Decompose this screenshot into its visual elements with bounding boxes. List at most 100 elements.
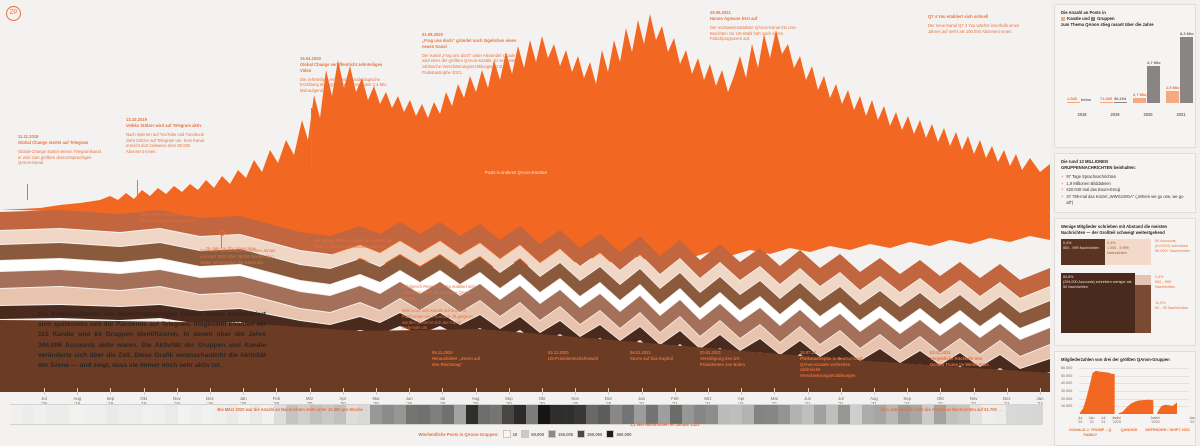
- axis-tick: [642, 388, 643, 395]
- sm-x-label: Jan'22: [1189, 416, 1195, 425]
- heatstrip-cell: [778, 405, 791, 424]
- annotation-biden: 20.01.2021 Vereidigung des US-Präsidente…: [700, 350, 752, 371]
- sm-x-label: Jul'20: [1116, 416, 1121, 425]
- legend-swatch: [503, 430, 511, 438]
- axis-tick: [276, 388, 277, 395]
- bar-value-label: 4,7 Mio: [1147, 60, 1161, 65]
- bar-kanäle: [1166, 91, 1179, 103]
- heatstrip-cell: [502, 405, 515, 424]
- annotation-capitol: 06.01.2021 Sturm auf das Kapitol: [630, 350, 680, 365]
- legend-item: 250.000: [577, 430, 602, 438]
- sm-y-label: 40.000: [1061, 381, 1072, 385]
- sm-y-label: 50.000: [1061, 374, 1072, 378]
- heatstrip-cell: [418, 405, 431, 424]
- axis-tick: [808, 388, 809, 395]
- treemap-cell: 0,4%1.000 - 9.999 Nachrichten: [1105, 239, 1151, 265]
- bar-x-label: 2021: [1176, 112, 1185, 117]
- callout-each-color: Jede Farbe zeigt die Anzahl täglicher Po…: [140, 212, 214, 224]
- card-group-messages: Die rund 13 MILLIONEN GRUPPENNACHRICHTEN…: [1054, 153, 1196, 213]
- heatstrip-cell: [586, 405, 599, 424]
- axis-tick: [442, 388, 443, 395]
- sm-y-label: 20.000: [1061, 397, 1072, 401]
- sm-x-label: Jan'21: [1089, 416, 1095, 425]
- heatstrip-cell: [454, 405, 467, 424]
- annotation-2020-09-01: 01.09.2020 „Frag uns doch“ gründet nach …: [422, 32, 518, 76]
- bar-x-label: 2020: [1143, 112, 1152, 117]
- heatstrip-cell: [730, 405, 743, 424]
- bar-kanäle: [1133, 98, 1146, 104]
- bar-value-label: 8,3 Mio: [1180, 31, 1194, 36]
- heatstrip-cell: [154, 405, 167, 424]
- sm-y-label: 60.000: [1061, 366, 1072, 370]
- heatstrip-cell: [430, 405, 443, 424]
- bar-gruppen: [1114, 102, 1127, 103]
- sm-x-label: Jul'21: [1101, 416, 1106, 425]
- annotation-2019-10-13: 13.10.2019 Veikko Stölzer wird auf Teleg…: [126, 117, 210, 155]
- treemap-cell: [1135, 275, 1151, 285]
- legend-swatch: [577, 430, 585, 438]
- axis-tick: [476, 388, 477, 395]
- heatstrip-cell: [142, 405, 155, 424]
- messages-bullet-list: +97 Tage Sprachnachrichten+1,9 Millionen…: [1061, 174, 1189, 207]
- annotation-us-election: 03.11.2020 US-Präsidentschaftswahl: [548, 350, 602, 365]
- heatstrip-note-left: Bis März 2020 war die Anzahl an Nachrich…: [188, 407, 368, 413]
- annotation-2020-04-15: 15.04.2020 Global Change veröffentlicht …: [300, 56, 392, 94]
- treemap-cell-label: 500 - 999 Nachrichten: [1063, 246, 1103, 251]
- bar-kanäle: [1067, 102, 1080, 103]
- sm-panel-name: DEFENDER / SHIFT 2021: [1143, 428, 1192, 433]
- bar-kanäle: [1100, 102, 1113, 103]
- card-group-membership: Mitgliederzahlen von drei der größten QA…: [1054, 351, 1196, 446]
- bullet-item: +37.795-mal das Kürzel „WWG1WGA“ („Where…: [1061, 194, 1189, 207]
- heatstrip-cell: [814, 405, 827, 424]
- axis-tick: [741, 388, 742, 395]
- legend-swatch: [548, 430, 556, 438]
- heatstrip-cell: [610, 405, 623, 424]
- axis-tick: [144, 388, 145, 395]
- axis-tick: [774, 388, 775, 395]
- axis-tick: [575, 388, 576, 395]
- axis-tick: [675, 388, 676, 395]
- small-multiples-membership: 60.00050.00040.00030.00020.00010.000Jul'…: [1061, 366, 1189, 440]
- callout-research: Erfolgreich Research Area etabliert sich…: [402, 284, 478, 301]
- heatstrip-cell: [370, 405, 383, 424]
- legend-label: 150.000: [558, 432, 573, 437]
- description-text: Die Kommunikation der deutschsprachigen …: [38, 310, 266, 371]
- legend-item: 10: [503, 430, 518, 438]
- heatstrip-cell: [562, 405, 575, 424]
- axis-tick: [841, 388, 842, 395]
- heatstrip-cell: [46, 405, 59, 424]
- bar-group: [1133, 66, 1160, 103]
- callout-posts-other: Posts in anderen QAnon-Kanälen: [485, 170, 555, 176]
- heatstrip-cell: [766, 405, 779, 424]
- legend-swatch: [606, 430, 614, 438]
- heatstrip-cell: [106, 405, 119, 424]
- axis-tick: [1040, 388, 1041, 395]
- callout-wwg1wga: Q+ We Are The News Now: [206, 246, 284, 252]
- heatstrip-cell: [382, 405, 395, 424]
- callout-dark-colors: Die oberen Farben zeigen die Verläufe de…: [314, 238, 396, 250]
- callout-leader: [221, 234, 222, 248]
- axis-tick: [376, 388, 377, 395]
- annotation-q74you: Q7 4 You etabliert sich schnell Der neue…: [928, 14, 1024, 35]
- axis-tick: [608, 388, 609, 395]
- callout-total-height: Die Gesamthöhe zeigt die Anzahl tägliche…: [200, 186, 278, 198]
- sidebar: Die Anzahl an Posts in Kanäle und Gruppe…: [1054, 0, 1200, 445]
- heatstrip-cell: [538, 405, 551, 424]
- annotation-2018-11-11: 11.11.2018 Global Change startet auf Tel…: [18, 134, 104, 166]
- bar-x-label: 2019: [1110, 112, 1119, 117]
- main-chart-panel: ZP: [0, 0, 1050, 445]
- annotation-flood: 15.07.21 Flutkatastrophe in Deutschland:…: [800, 350, 866, 382]
- heatstrip-cell: [514, 405, 527, 424]
- axis-tick: [243, 388, 244, 395]
- sm-area-path: [1119, 400, 1154, 414]
- sm-area-path: [1157, 401, 1177, 414]
- heatstrip-cell: [598, 405, 611, 424]
- heatstrip-cell: [1006, 405, 1019, 424]
- axis-tick: [409, 388, 410, 395]
- legend-swatch-kanaele: [1061, 17, 1065, 21]
- heatstrip-cell: [1030, 405, 1043, 424]
- legend-label: 250.000: [587, 432, 602, 437]
- treemap-cell: 84,8%(294.000 Accounts) schreiben wenige…: [1061, 273, 1135, 333]
- treemap-side-label: 50 Accounts (0,002%) schreiben 50.000+ N…: [1155, 239, 1191, 254]
- treemap-side-label: 2,6% 500 - 999 Nachrichten: [1155, 275, 1191, 290]
